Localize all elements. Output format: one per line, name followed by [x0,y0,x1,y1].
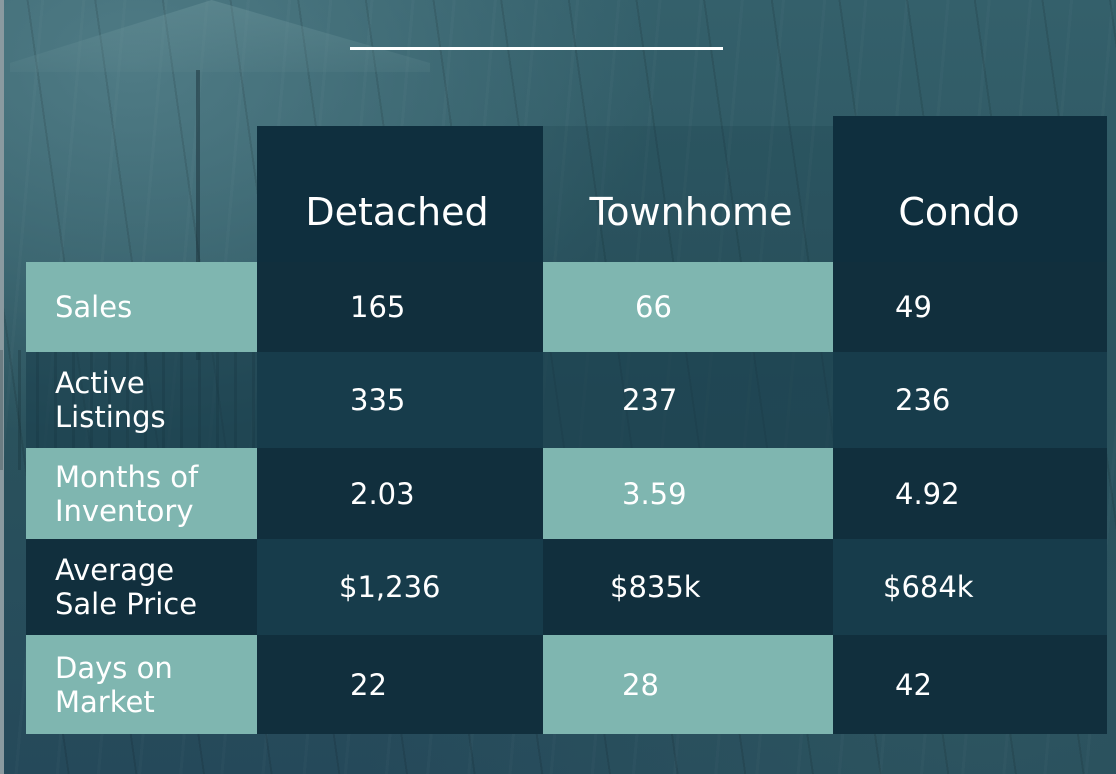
cell-sales-detached: 165 [257,262,543,352]
cell-active-listings-townhome: 237 [543,352,833,448]
frame-edge [0,0,4,774]
background-umbrella-pole [196,70,200,360]
cell-average-sale-price-detached: $1,236 [257,539,543,635]
column-header-detached: Detached [305,190,489,234]
cell-months-of-inventory-condo: 4.92 [833,448,1107,539]
cell-active-listings-condo: 236 [833,352,1107,448]
cell-average-sale-price-condo: $684k [833,539,1107,635]
cell-months-of-inventory-detached: 2.03 [257,448,543,539]
row-label-days-on-market: Days on Market [26,635,257,734]
column-header-condo: Condo [898,190,1020,234]
cell-days-on-market-townhome: 28 [543,635,833,734]
cell-average-sale-price-townhome: $835k [543,539,833,635]
background-umbrella [10,0,430,72]
column-header-townhome: Townhome [589,190,793,234]
row-label-active-listings: Active Listings [26,352,257,448]
cell-sales-condo: 49 [833,262,1107,352]
cell-days-on-market-detached: 22 [257,635,543,734]
cell-sales-townhome: 66 [543,262,833,352]
cell-months-of-inventory-townhome: 3.59 [543,448,833,539]
cell-days-on-market-condo: 42 [833,635,1107,734]
row-label-average-sale-price: Average Sale Price [26,539,257,635]
row-label-months-of-inventory: Months of Inventory [26,448,257,539]
cell-active-listings-detached: 335 [257,352,543,448]
row-label-sales: Sales [26,262,257,352]
column-townhome-header-background [543,126,833,262]
decorative-divider-line [350,47,723,50]
